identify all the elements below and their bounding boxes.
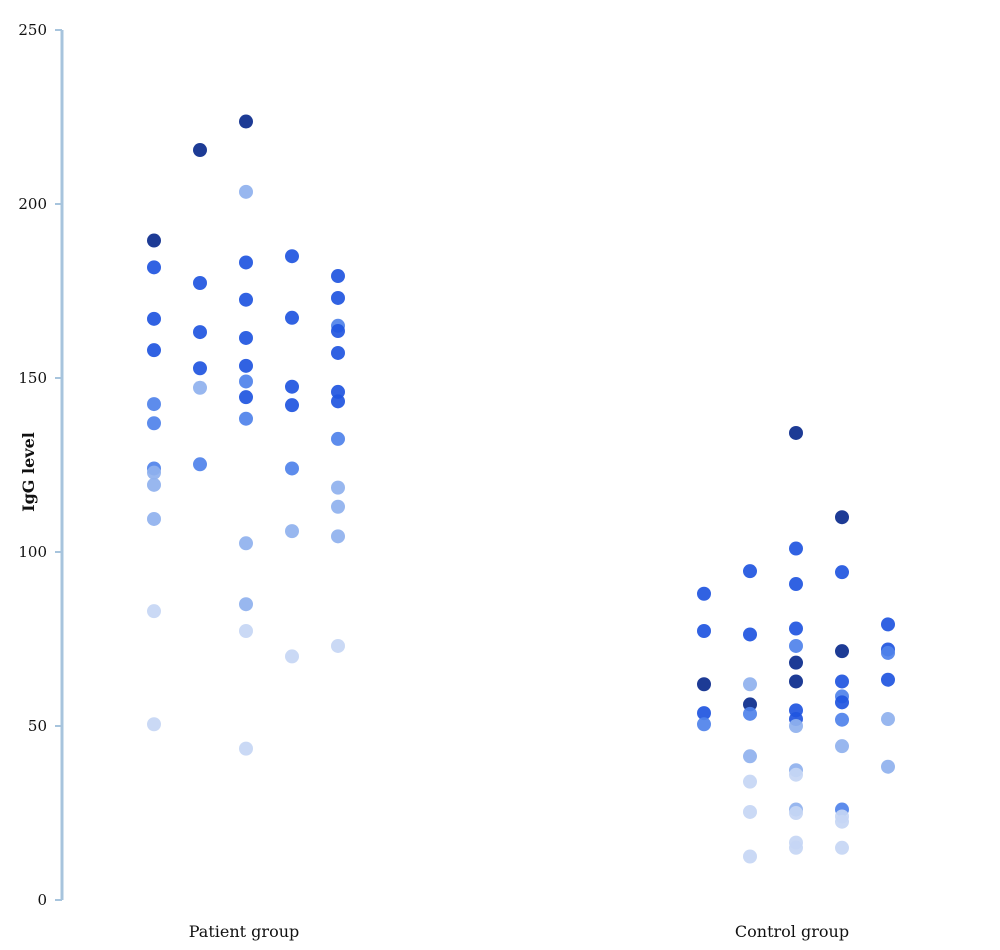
patient-point (147, 511, 161, 526)
patient-point (239, 184, 253, 199)
control-point (881, 617, 895, 632)
control-point (789, 655, 803, 670)
control-point (743, 849, 757, 864)
patient-point (147, 477, 161, 492)
control-point (789, 638, 803, 653)
y-axis-label: IgG level (19, 432, 38, 512)
control-point (835, 739, 849, 754)
control-point (789, 621, 803, 636)
category-label-patient: Patient group (189, 922, 300, 941)
control-point (743, 804, 757, 819)
patient-point (193, 457, 207, 472)
control-point (697, 706, 711, 721)
control-point (789, 674, 803, 689)
patient-point (331, 394, 345, 409)
patient-point (331, 431, 345, 446)
control-point (743, 774, 757, 789)
patient-point (147, 343, 161, 358)
patient-point (285, 461, 299, 476)
y-tick-label: 100 (18, 543, 47, 561)
patient-point (193, 325, 207, 340)
control-point (881, 759, 895, 774)
patient-point (239, 292, 253, 307)
patient-point (285, 310, 299, 325)
control-point (743, 564, 757, 579)
control-point (881, 645, 895, 660)
patient-point (147, 397, 161, 412)
control-point (835, 565, 849, 580)
patient-point (285, 249, 299, 264)
data-points (147, 114, 895, 864)
patient-point (285, 524, 299, 539)
patient-point (147, 260, 161, 275)
patient-point (239, 623, 253, 638)
patient-point (331, 269, 345, 284)
patient-point (147, 311, 161, 326)
patient-point (147, 416, 161, 431)
patient-point (147, 604, 161, 619)
control-point (881, 712, 895, 727)
control-point (789, 425, 803, 440)
control-point (835, 644, 849, 659)
y-tick-label: 250 (18, 21, 47, 39)
patient-point (193, 143, 207, 158)
control-point (835, 814, 849, 829)
patient-point (147, 233, 161, 248)
patient-point (239, 358, 253, 373)
patient-point (193, 361, 207, 376)
patient-point (331, 324, 345, 339)
patient-point (239, 741, 253, 756)
patient-point (331, 345, 345, 360)
patient-point (193, 275, 207, 290)
patient-point (239, 390, 253, 405)
patient-point (331, 499, 345, 514)
control-point (835, 840, 849, 855)
control-point (789, 767, 803, 782)
patient-point (285, 379, 299, 394)
control-point (697, 586, 711, 601)
control-point (789, 577, 803, 592)
patient-point (285, 649, 299, 664)
patient-point (285, 398, 299, 413)
control-point (789, 806, 803, 820)
control-point (743, 627, 757, 642)
control-point (835, 712, 849, 727)
patient-point (239, 411, 253, 426)
control-point (789, 840, 803, 855)
patient-point (239, 374, 253, 389)
control-point (743, 706, 757, 721)
patient-point (147, 717, 161, 732)
y-tick-label: 150 (18, 369, 47, 387)
category-label-control: Control group (735, 922, 849, 941)
control-point (835, 510, 849, 525)
control-point (743, 677, 757, 692)
control-point (697, 717, 711, 732)
patient-point (239, 597, 253, 612)
control-point (789, 541, 803, 556)
patient-point (331, 638, 345, 653)
control-point (697, 677, 711, 692)
y-tick-label: 50 (28, 717, 47, 735)
patient-point (193, 380, 207, 395)
y-axis: 0 50 100 150 200 250 (18, 21, 64, 909)
patient-point (239, 330, 253, 345)
patient-point (147, 465, 161, 480)
control-point (789, 719, 803, 733)
patient-point (331, 480, 345, 495)
patient-point (239, 114, 253, 129)
control-point (743, 749, 757, 764)
control-point (835, 674, 849, 689)
control-point (881, 672, 895, 687)
y-tick-label: 0 (37, 891, 47, 909)
patient-point (331, 290, 345, 305)
patient-point (331, 529, 345, 544)
y-tick-label: 200 (18, 195, 47, 213)
patient-point (239, 255, 253, 270)
patient-point (239, 536, 253, 551)
control-point (697, 623, 711, 638)
control-point (835, 695, 849, 710)
